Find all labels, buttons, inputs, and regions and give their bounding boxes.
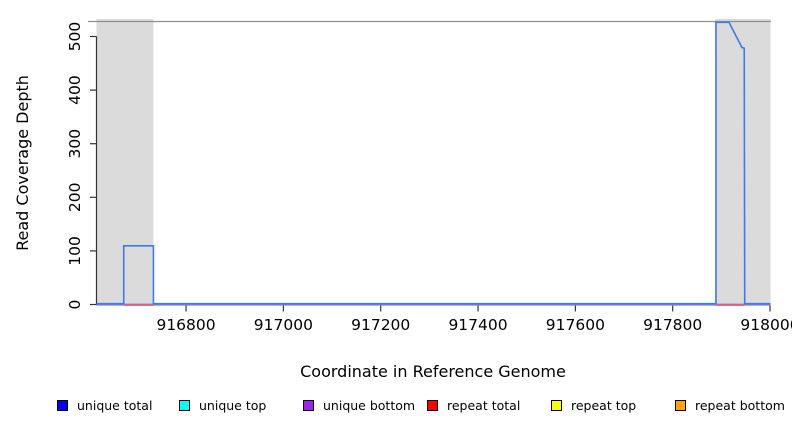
y-tick-label: 100: [66, 236, 84, 266]
legend-item-repeat-total: repeat total: [427, 398, 520, 413]
x-tick-label: 917400: [448, 316, 507, 334]
highlight-region: [715, 19, 771, 305]
x-tick-label: 917600: [546, 316, 605, 334]
series-line-unique-total: [96, 21, 771, 305]
series-lines: [96, 21, 771, 306]
legend-swatch-unique-bottom: [303, 400, 314, 411]
legend-item-repeat-bottom: repeat bottom: [675, 398, 785, 413]
legend-label-repeat-total: repeat total: [447, 398, 521, 413]
highlight-regions: [96, 19, 771, 305]
x-tick-label: 916800: [156, 316, 215, 334]
legend-item-unique-total: unique total: [57, 398, 152, 413]
legend-item-unique-bottom: unique bottom: [303, 398, 415, 413]
legend-swatch-unique-top: [179, 400, 190, 411]
legend-swatch-unique-total: [57, 400, 68, 411]
legend-label-unique-top: unique top: [199, 398, 267, 413]
x-tick-label: 917000: [254, 316, 313, 334]
legend-label-unique-total: unique total: [77, 398, 153, 413]
legend-item-unique-top: unique top: [179, 398, 266, 413]
x-tick-label: 918000: [740, 316, 792, 334]
legend-swatch-repeat-total: [427, 400, 438, 411]
legend: unique total unique top unique bottom re…: [0, 398, 792, 416]
x-tick-label: 917200: [351, 316, 410, 334]
legend-item-repeat-top: repeat top: [551, 398, 636, 413]
legend-swatch-repeat-top: [551, 400, 562, 411]
x-tick-label: 917800: [643, 316, 702, 334]
legend-label-unique-bottom: unique bottom: [323, 398, 416, 413]
y-tick-label: 300: [66, 129, 84, 159]
axes: 0 100 200 300 400 500 916800 917000 917200 917400…: [66, 20, 792, 334]
y-axis-title: Read Coverage Depth: [13, 75, 32, 251]
y-tick-label: 0: [66, 300, 84, 310]
y-tick-label: 500: [66, 22, 84, 52]
highlight-region: [96, 19, 154, 305]
y-tick-label: 400: [66, 75, 84, 105]
x-axis-title: Coordinate in Reference Genome: [300, 362, 566, 381]
y-tick-label: 200: [66, 183, 84, 213]
legend-label-repeat-top: repeat top: [571, 398, 637, 413]
coverage-plot: 0 100 200 300 400 500 916800 917000 917200 917400…: [13, 19, 792, 381]
legend-swatch-repeat-bottom: [675, 400, 686, 411]
legend-label-repeat-bottom: repeat bottom: [695, 398, 785, 413]
